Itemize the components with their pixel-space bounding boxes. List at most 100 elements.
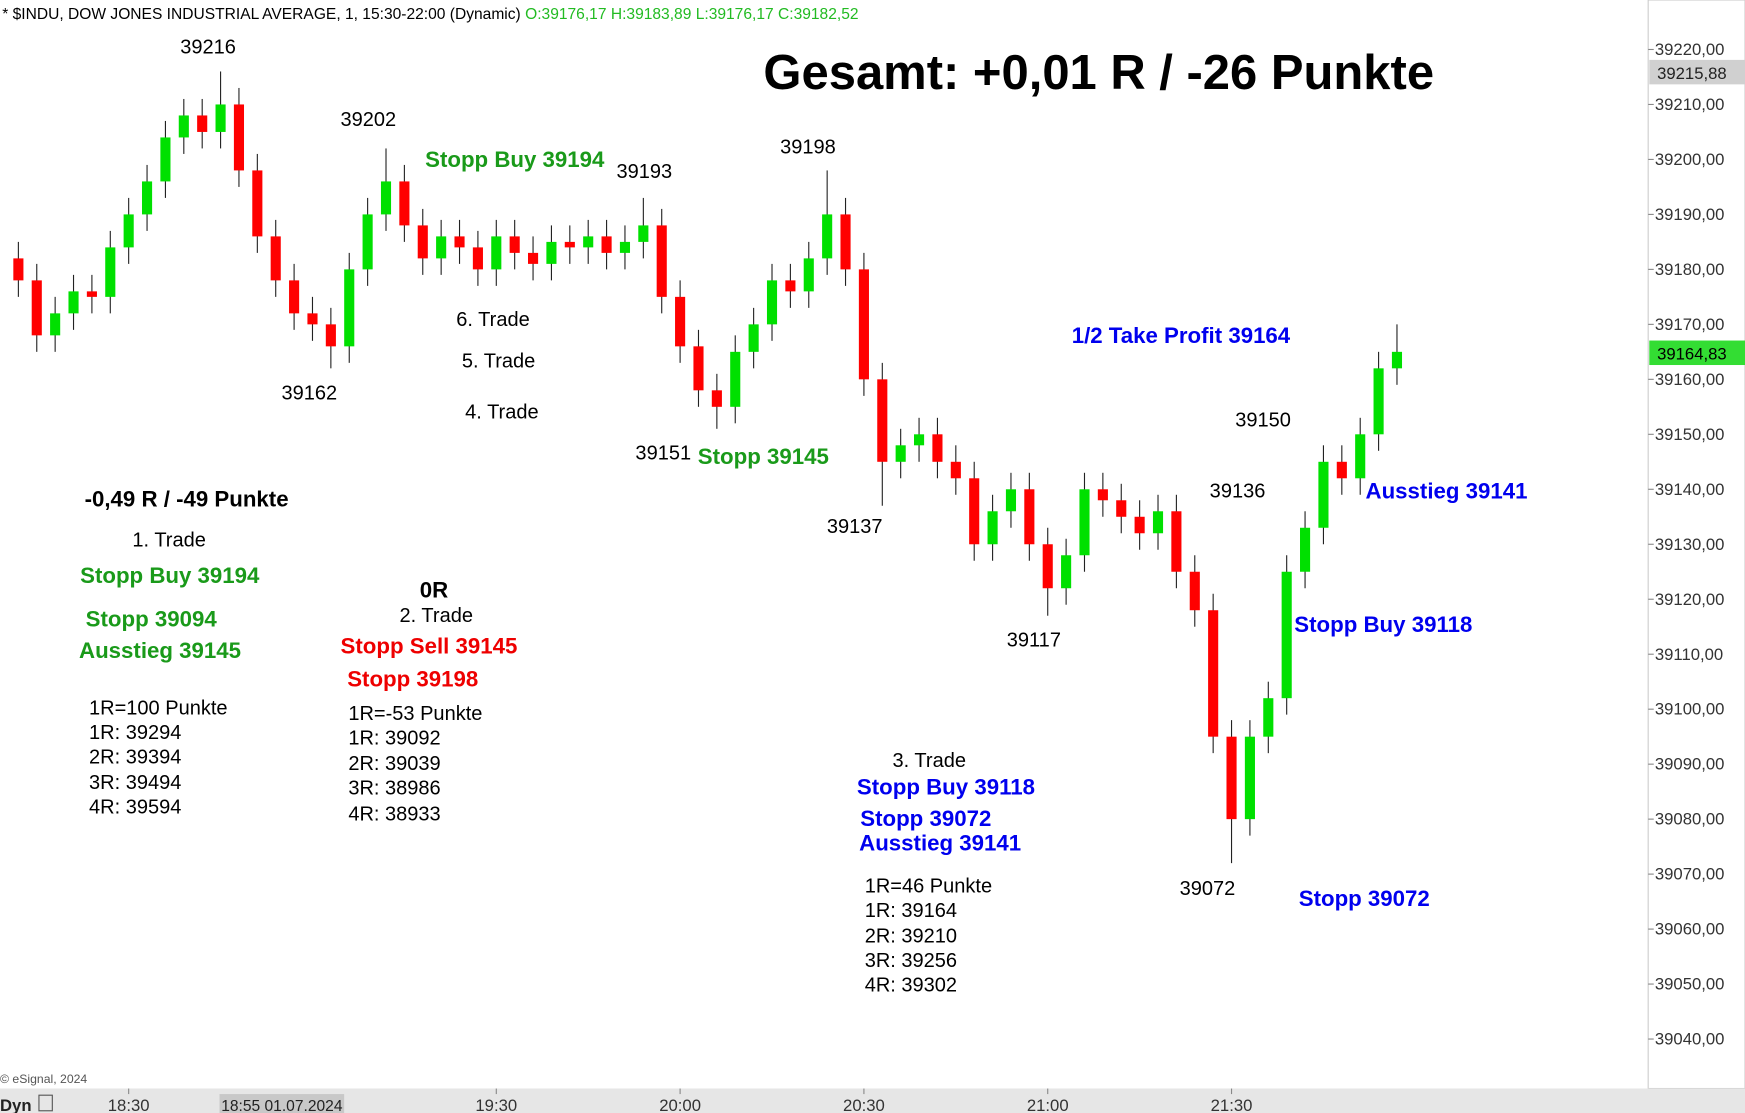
plot-area (0, 0, 1648, 1089)
annotation: 39198 (780, 137, 836, 159)
candle-body (1208, 610, 1219, 737)
price-axis-panel (1647, 0, 1745, 1090)
candle-body (877, 379, 888, 462)
y-tick-label: 39210,00 (1655, 95, 1725, 114)
y-tick-label: 39140,00 (1655, 480, 1725, 499)
candle-body (822, 214, 833, 259)
annotation: Stopp 39072 (860, 806, 991, 831)
lock-icon[interactable] (38, 1094, 53, 1112)
y-tick-label: 39170,00 (1655, 315, 1725, 334)
annotation: 5. Trade (462, 350, 535, 372)
candle-body (1061, 555, 1072, 589)
high-marker-label: 39215,88 (1657, 64, 1727, 83)
annotation: Ausstieg 39141 (859, 830, 1021, 855)
candle-body (858, 269, 869, 380)
annotation: 4R: 38933 (348, 803, 440, 825)
y-tick-label: 39190,00 (1655, 205, 1725, 224)
y-tick-label: 39100,00 (1655, 700, 1725, 719)
candle-body (1281, 571, 1292, 699)
candle-body (1097, 489, 1108, 501)
annotation: 1. Trade (132, 529, 205, 551)
candle-body (1005, 489, 1017, 512)
candle-body (233, 104, 245, 171)
y-tick-label: 39080,00 (1655, 810, 1725, 829)
candle-body (252, 170, 263, 237)
annotation: 3R: 38986 (348, 778, 440, 800)
copyright: © eSignal, 2024 (0, 1072, 87, 1086)
candle-body (1152, 511, 1164, 534)
candle-body (1318, 461, 1329, 528)
annotation: Stopp Buy 39118 (857, 775, 1035, 800)
candle-body (1134, 516, 1145, 534)
annotation: 39137 (827, 516, 883, 538)
y-tick-label: 39220,00 (1655, 40, 1725, 59)
candle-body (785, 280, 796, 292)
x-tick-label: 19:30 (475, 1096, 517, 1113)
candle-body (969, 478, 980, 545)
annotation: Gesamt: +0,01 R / -26 Punkte (763, 46, 1434, 100)
annotation: 6. Trade (456, 309, 529, 331)
candle-body (50, 313, 61, 336)
candle-body (1300, 527, 1311, 572)
annotation: 3R: 39256 (865, 950, 957, 972)
candle-body (160, 137, 171, 182)
annotation: 4R: 39302 (865, 975, 957, 997)
mode-label: Dyn (0, 1096, 32, 1113)
y-tick-label: 39050,00 (1655, 975, 1725, 994)
annotation: 39150 (1235, 409, 1291, 431)
x-tick-label: 20:30 (843, 1096, 885, 1113)
candle-body (436, 236, 447, 259)
annotation: -0,49 R / -49 Punkte (85, 486, 289, 511)
annotation: Stopp 39198 (347, 667, 478, 692)
y-tick-label: 39200,00 (1655, 150, 1725, 169)
candle-body (509, 236, 520, 253)
candle-body (491, 236, 502, 270)
candle-body (840, 214, 851, 270)
candle-body (1079, 489, 1090, 556)
annotation: 2R: 39210 (865, 926, 957, 948)
y-tick-label: 39070,00 (1655, 865, 1725, 884)
y-tick-label: 39060,00 (1655, 920, 1725, 939)
annotation: 39136 (1210, 481, 1266, 503)
candle-body (380, 181, 392, 215)
candle-body (1116, 500, 1127, 517)
annotation: 39162 (282, 383, 338, 405)
candle-body (914, 434, 925, 446)
cursor-label: 18:55 01.07.2024 (221, 1098, 343, 1113)
ohlc-header: O:39176,17 H:39183,89 L:39176,17 C:39182… (525, 6, 858, 23)
y-tick-label: 39110,00 (1655, 645, 1723, 664)
annotation: 3. Trade (893, 750, 966, 772)
annotation: 2R: 39394 (89, 747, 181, 769)
annotation: 39193 (617, 161, 673, 183)
y-tick-label: 39130,00 (1655, 535, 1725, 554)
last-price-label: 39164,83 (1657, 344, 1727, 363)
cursor-box (219, 1094, 345, 1113)
candle-body (13, 258, 24, 281)
annotation: Stopp 39145 (698, 444, 829, 469)
last-price-box (1649, 340, 1745, 366)
candle-body (803, 258, 814, 292)
candle-body (619, 241, 631, 253)
candle-body (178, 115, 189, 138)
annotation: 1R=46 Punkte (865, 876, 992, 898)
candle-body (546, 241, 557, 264)
annotation: 1R: 39092 (348, 728, 440, 750)
candle-body (564, 241, 575, 248)
candle-body (197, 115, 208, 132)
x-tick-label: 20:00 (659, 1096, 701, 1113)
annotation: 4R: 39594 (89, 797, 181, 819)
annotation: 39117 (1007, 630, 1061, 652)
chart-header: * $INDU, DOW JONES INDUSTRIAL AVERAGE, 1… (2, 6, 858, 23)
candle-body (730, 351, 741, 407)
x-tick-label: 21:00 (1027, 1096, 1069, 1113)
candle-body (289, 280, 300, 314)
candle-body (454, 236, 465, 248)
candle-body (711, 390, 722, 407)
candle-body (693, 346, 704, 391)
candle-body (270, 236, 281, 281)
annotation: 2. Trade (400, 605, 473, 627)
x-tick-label: 18:30 (108, 1096, 150, 1113)
candle-body (362, 214, 373, 270)
